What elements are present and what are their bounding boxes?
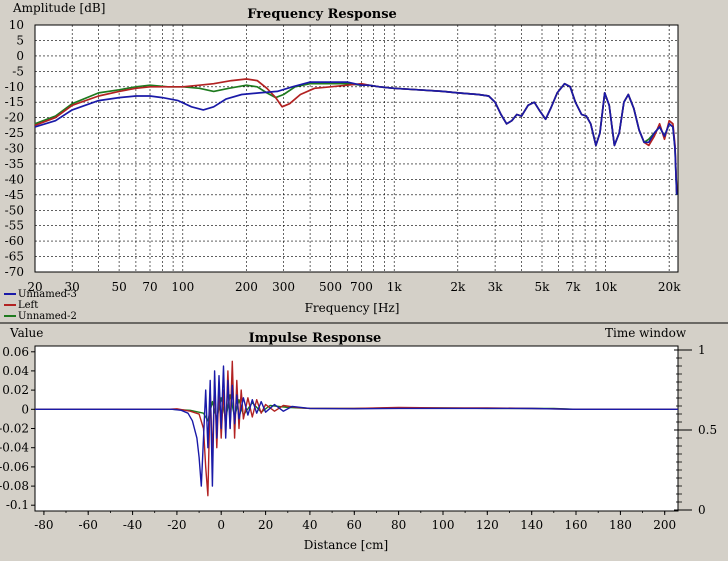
frequency-x-tick-label: 5k — [535, 280, 551, 294]
frequency-x-tick-label: 20 — [27, 280, 42, 294]
legend-label-unnamed-3: Unnamed-3 — [18, 289, 77, 300]
frequency-x-tick-label: 2k — [450, 280, 466, 294]
frequency-y-tick-label: 10 — [9, 18, 24, 32]
frequency-x-tick-label: 100 — [171, 280, 194, 294]
impulse-x-tick-label: 60 — [347, 518, 362, 532]
frequency-x-tick-label: 300 — [272, 280, 295, 294]
impulse-plot-area — [34, 345, 679, 512]
frequency-y-tick-label: -60 — [5, 234, 24, 248]
impulse-y-tick-label: 0.06 — [2, 345, 29, 359]
impulse-y-axis-label: Value — [9, 326, 43, 340]
impulse-y-tick-label: -0.08 — [0, 479, 29, 493]
legend-label-unnamed-2: Unnamed-2 — [18, 311, 77, 322]
frequency-x-tick-label: 500 — [319, 280, 342, 294]
frequency-x-tick-label: 700 — [350, 280, 373, 294]
frequency-title: Frequency Response — [247, 7, 397, 22]
impulse-y-tick-label: -0.02 — [0, 422, 29, 436]
frequency-x-tick-label: 10k — [594, 280, 617, 294]
frequency-y-tick-label: -10 — [5, 80, 24, 94]
legend-label-left: Left — [18, 300, 38, 311]
frequency-y-tick-label: -45 — [5, 188, 24, 202]
impulse-y-tick-label: 0.02 — [2, 383, 29, 397]
impulse-x-ticks: -80 -60 -40 -20 0 20 40 60 80 100 120 140 160 180 200 — [34, 511, 676, 532]
frequency-legend: Unnamed-3 Left Unnamed-2 — [4, 289, 77, 322]
impulse-x-tick-label: -40 — [123, 518, 142, 532]
frequency-panel: 20 30 50 70 100 200 300 500 700 1k 2k 3k 5k 7k 10k 20k … — [4, 1, 681, 322]
impulse-series-group — [35, 360, 678, 497]
frequency-y-tick-label: -65 — [5, 250, 24, 264]
frequency-y-tick-label: -30 — [5, 142, 24, 156]
frequency-y-axis-label: Amplitude [dB] — [12, 1, 105, 15]
impulse-y-tick-label: 0 — [21, 402, 29, 416]
impulse-y-ticks: 0.06 0.04 0.02 0 -0.02 -0.04 -0.06 -0.08 -0.1 — [0, 345, 35, 512]
frequency-y-tick-label: -40 — [5, 172, 24, 186]
time-window-tick-label: 1 — [698, 343, 706, 357]
frequency-x-tick-label: 200 — [235, 280, 258, 294]
frequency-y-tick-label: -15 — [5, 95, 24, 109]
frequency-x-tick-label: 20k — [658, 280, 681, 294]
impulse-y-tick-label: -0.1 — [6, 498, 29, 512]
frequency-series-unnamed-3 — [34, 81, 678, 195]
impulse-x-tick-label: 140 — [520, 518, 543, 532]
frequency-x-tick-label: 50 — [111, 280, 126, 294]
frequency-x-tick-label: 70 — [142, 280, 157, 294]
frequency-y-ticks: 105 0-5 -10-15 -20-25 -30-35-40 -45-50 -55-60 -… — [5, 18, 24, 279]
impulse-title: Impulse Response — [249, 331, 382, 346]
impulse-y-tick-label: 0.04 — [2, 364, 29, 378]
impulse-y-tick-label: -0.04 — [0, 441, 29, 455]
frequency-y-tick-label: -55 — [5, 219, 24, 233]
impulse-x-tick-label: 160 — [565, 518, 588, 532]
impulse-x-tick-label: 80 — [391, 518, 406, 532]
frequency-y-tick-label: 0 — [16, 49, 24, 63]
frequency-y-tick-label: 5 — [16, 33, 24, 47]
impulse-x-tick-label: 120 — [476, 518, 499, 532]
frequency-series-group — [34, 78, 678, 195]
frequency-y-tick-label: -20 — [5, 111, 24, 125]
impulse-x-tick-label: -80 — [34, 518, 53, 532]
impulse-x-axis-label: Distance [cm] — [304, 538, 388, 552]
frequency-y-tick-label: -35 — [5, 157, 24, 171]
frequency-y-tick-label: -5 — [12, 64, 24, 78]
frequency-x-tick-label: 1k — [387, 280, 403, 294]
impulse-y-tick-label: -0.06 — [0, 460, 29, 474]
frequency-y-tick-label: -70 — [5, 265, 24, 279]
impulse-x-tick-label: 20 — [258, 518, 273, 532]
impulse-panel: -80 -60 -40 -20 0 20 40 60 80 100 120 140 160 180 200 … — [0, 326, 717, 552]
impulse-x-tick-label: 200 — [653, 518, 676, 532]
frequency-x-tick-label: 30 — [65, 280, 80, 294]
impulse-x-tick-label: 0 — [217, 518, 225, 532]
frequency-x-axis-label: Frequency [Hz] — [305, 301, 400, 315]
time-window-label: Time window — [605, 326, 687, 340]
frequency-x-tick-label: 7k — [565, 280, 581, 294]
time-window-tick-label: 0 — [698, 503, 706, 517]
time-window-tick-label: 0.5 — [698, 423, 717, 437]
frequency-y-tick-label: -50 — [5, 203, 24, 217]
impulse-x-tick-label: -20 — [167, 518, 186, 532]
frequency-grid — [34, 25, 678, 272]
impulse-x-tick-label: -60 — [79, 518, 98, 532]
impulse-series-unnamed-3 — [35, 365, 678, 487]
impulse-x-tick-label: 40 — [302, 518, 317, 532]
impulse-x-tick-label: 180 — [609, 518, 632, 532]
frequency-x-tick-label: 3k — [488, 280, 504, 294]
frequency-x-ticks: 20 30 50 70 100 200 300 500 700 1k 2k 3k 5k 7k 10k 20k — [27, 280, 681, 294]
impulse-x-tick-label: 100 — [432, 518, 455, 532]
impulse-time-window-ticks: 10.50 — [674, 343, 717, 517]
frequency-y-tick-label: -25 — [5, 126, 24, 140]
